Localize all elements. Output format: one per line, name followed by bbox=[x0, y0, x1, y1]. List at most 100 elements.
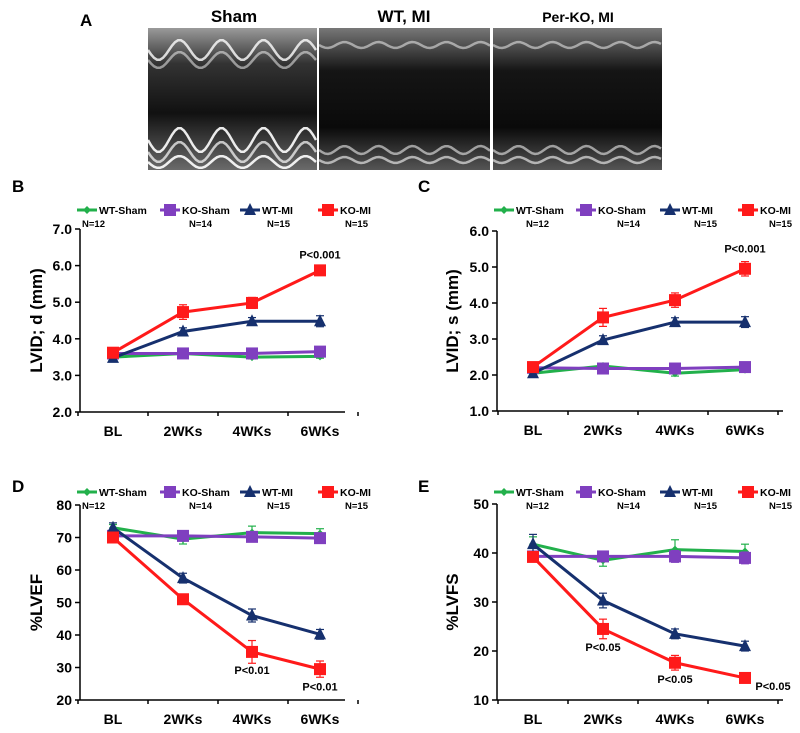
y-axis-label: LVID; d (mm) bbox=[27, 268, 46, 373]
legend-n-count: N=12 bbox=[526, 219, 549, 230]
x-tick-label: 6WKs bbox=[726, 711, 765, 727]
series-line bbox=[532, 365, 746, 371]
y-tick-label: 50 bbox=[56, 595, 72, 611]
data-point-square bbox=[177, 593, 189, 606]
y-tick-label: 6.0 bbox=[53, 258, 73, 274]
series-line bbox=[532, 267, 746, 369]
p-value-annotation: P<0.05 bbox=[585, 642, 620, 654]
legend-n-count: N=12 bbox=[82, 219, 105, 230]
legend-n-count: N=15 bbox=[345, 501, 369, 512]
legend-label: WT-Sham bbox=[516, 487, 564, 499]
p-value-annotation: P<0.001 bbox=[724, 244, 765, 256]
data-point-square bbox=[597, 311, 609, 324]
data-point-square bbox=[739, 551, 751, 564]
echo-wall-trace bbox=[492, 155, 662, 165]
echo-wall-trace bbox=[492, 144, 662, 156]
data-point-square bbox=[580, 204, 592, 216]
data-point-square bbox=[739, 361, 751, 374]
legend-label: WT-Sham bbox=[516, 205, 564, 217]
echo-image-per-ko-mi bbox=[492, 28, 662, 170]
data-point-triangle bbox=[739, 639, 751, 652]
y-tick-label: 30 bbox=[473, 594, 489, 610]
echo-wall-trace bbox=[146, 127, 318, 153]
p-value-annotation: P<0.05 bbox=[755, 681, 790, 693]
data-point-square bbox=[164, 204, 176, 216]
legend-n-count: N=12 bbox=[82, 501, 105, 512]
y-tick-label: 1.0 bbox=[470, 403, 490, 419]
series-ko-sham bbox=[527, 549, 751, 565]
y-axis-label: LVID; s (mm) bbox=[443, 269, 462, 373]
legend-label: KO-MI bbox=[760, 205, 791, 217]
data-point-square bbox=[107, 346, 119, 359]
data-point-square bbox=[177, 306, 189, 319]
data-point-square bbox=[669, 656, 681, 669]
data-point-triangle bbox=[597, 593, 609, 606]
legend-n-count: N=15 bbox=[267, 219, 291, 230]
legend-label: KO-Sham bbox=[598, 487, 646, 499]
series-line bbox=[532, 543, 746, 648]
series-wt-sham bbox=[529, 536, 749, 567]
series-line bbox=[533, 554, 746, 560]
legend-label: KO-MI bbox=[760, 487, 791, 499]
data-point-square bbox=[742, 486, 754, 498]
series-line bbox=[112, 536, 321, 671]
series-line bbox=[113, 350, 321, 355]
chart-panel-b: B WT-Sham N=12 KO-Sham N=14 WT-MI N=15 KO-MI N=1… bbox=[12, 177, 371, 439]
x-tick-label: 6WKs bbox=[726, 422, 765, 438]
data-point-square bbox=[742, 204, 754, 216]
y-tick-label: 5.0 bbox=[470, 259, 490, 275]
echo-label-wt-mi: WT, MI bbox=[378, 7, 431, 26]
data-point-square bbox=[527, 550, 539, 563]
data-point-square bbox=[177, 347, 189, 360]
data-point-square bbox=[314, 264, 326, 277]
y-tick-label: 20 bbox=[56, 692, 72, 708]
data-point-triangle bbox=[597, 333, 609, 346]
x-tick-label: BL bbox=[524, 711, 543, 727]
x-tick-label: BL bbox=[524, 422, 543, 438]
data-point-square bbox=[246, 296, 258, 309]
data-point-square bbox=[669, 550, 681, 563]
echo-label-sham: Sham bbox=[211, 7, 257, 26]
legend-n-count: N=14 bbox=[189, 501, 213, 512]
legend-label: KO-Sham bbox=[182, 205, 230, 217]
y-tick-label: 60 bbox=[56, 562, 72, 578]
chart-panel-c: C WT-Sham N=12 KO-Sham N=14 WT-MI N=15 KO-MI N=1… bbox=[418, 177, 793, 438]
echo-background bbox=[493, 28, 662, 170]
y-tick-label: 4.0 bbox=[53, 331, 73, 347]
y-tick-label: 20 bbox=[473, 643, 489, 659]
data-point-square bbox=[314, 663, 326, 676]
data-point-square bbox=[597, 362, 609, 375]
legend-label: KO-Sham bbox=[598, 205, 646, 217]
y-tick-label: 50 bbox=[473, 496, 489, 512]
x-tick-label: 4WKs bbox=[233, 423, 272, 439]
data-point-square bbox=[597, 550, 609, 563]
y-tick-label: 6.0 bbox=[470, 223, 490, 239]
data-point-triangle bbox=[664, 485, 676, 497]
data-point-square bbox=[580, 486, 592, 498]
x-tick-label: 4WKs bbox=[233, 711, 272, 727]
data-point-square bbox=[177, 529, 189, 542]
echo-wall-trace bbox=[492, 40, 662, 50]
data-point-diamond bbox=[500, 488, 508, 496]
data-point-square bbox=[739, 262, 751, 275]
y-axis-label: %LVEF bbox=[27, 574, 46, 631]
p-value-annotation: P<0.01 bbox=[234, 665, 269, 677]
data-point-square bbox=[669, 362, 681, 375]
panel-letter: C bbox=[418, 177, 430, 196]
data-point-square bbox=[527, 361, 539, 374]
echo-image-sham bbox=[146, 28, 318, 170]
panel-letter: E bbox=[418, 477, 429, 496]
echo-wall-trace bbox=[318, 155, 491, 165]
x-tick-label: 2WKs bbox=[164, 711, 203, 727]
x-tick-label: 6WKs bbox=[301, 423, 340, 439]
y-tick-label: 70 bbox=[56, 530, 72, 546]
y-tick-label: 3.0 bbox=[53, 367, 73, 383]
y-tick-label: 2.0 bbox=[53, 404, 73, 420]
legend-label: WT-MI bbox=[682, 205, 713, 217]
data-point-square bbox=[314, 345, 326, 358]
data-point-triangle bbox=[314, 627, 326, 640]
y-tick-label: 30 bbox=[56, 660, 72, 676]
panel-letter: B bbox=[12, 177, 24, 196]
x-tick-label: BL bbox=[104, 423, 123, 439]
panel-letter: D bbox=[12, 477, 24, 496]
